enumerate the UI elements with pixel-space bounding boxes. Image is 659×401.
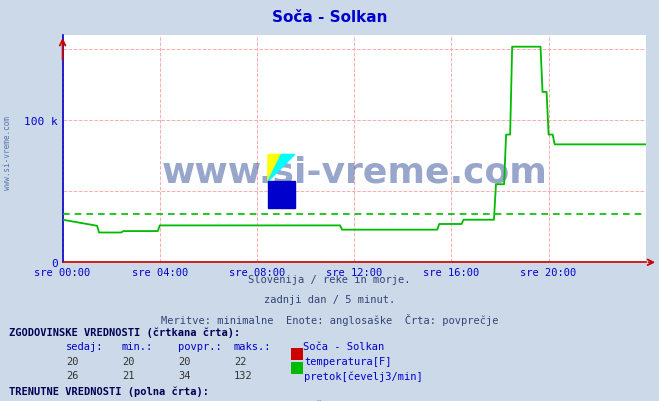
Text: 22: 22 [234,356,246,366]
Text: maks.:: maks.: [234,341,272,351]
Text: 26: 26 [66,370,78,380]
Text: pretok[čevelj3/min]: pretok[čevelj3/min] [304,370,423,381]
Text: Meritve: minimalne  Enote: anglosaške  Črta: povprečje: Meritve: minimalne Enote: anglosaške Črt… [161,313,498,325]
Text: 20: 20 [66,356,78,366]
Text: 132: 132 [234,370,252,380]
Text: Slovenija / reke in morje.: Slovenija / reke in morje. [248,275,411,285]
Text: TRENUTNE VREDNOSTI (polna črta):: TRENUTNE VREDNOSTI (polna črta): [9,385,209,396]
Text: Soča - Solkan: Soča - Solkan [303,341,384,351]
Text: temperatura[F]: temperatura[F] [304,356,392,366]
Text: Soča - Solkan: Soča - Solkan [272,10,387,25]
Text: 20: 20 [122,356,134,366]
Text: povpr.:: povpr.: [178,400,221,401]
Polygon shape [268,155,295,182]
Text: maks.:: maks.: [234,400,272,401]
Text: 20: 20 [178,356,190,366]
Polygon shape [268,155,281,182]
Text: min.:: min.: [122,400,153,401]
Text: ZGODOVINSKE VREDNOSTI (črtkana črta):: ZGODOVINSKE VREDNOSTI (črtkana črta): [9,327,241,337]
Text: povpr.:: povpr.: [178,341,221,351]
Text: www.si-vreme.com: www.si-vreme.com [161,155,547,189]
Text: zadnji dan / 5 minut.: zadnji dan / 5 minut. [264,294,395,304]
Bar [268,182,295,209]
Text: 21: 21 [122,370,134,380]
Text: sedaj:: sedaj: [66,341,103,351]
Text: Soča - Solkan: Soča - Solkan [303,400,384,401]
Text: sedaj:: sedaj: [66,400,103,401]
Text: 34: 34 [178,370,190,380]
Text: min.:: min.: [122,341,153,351]
Text: www.si-vreme.com: www.si-vreme.com [3,115,13,189]
